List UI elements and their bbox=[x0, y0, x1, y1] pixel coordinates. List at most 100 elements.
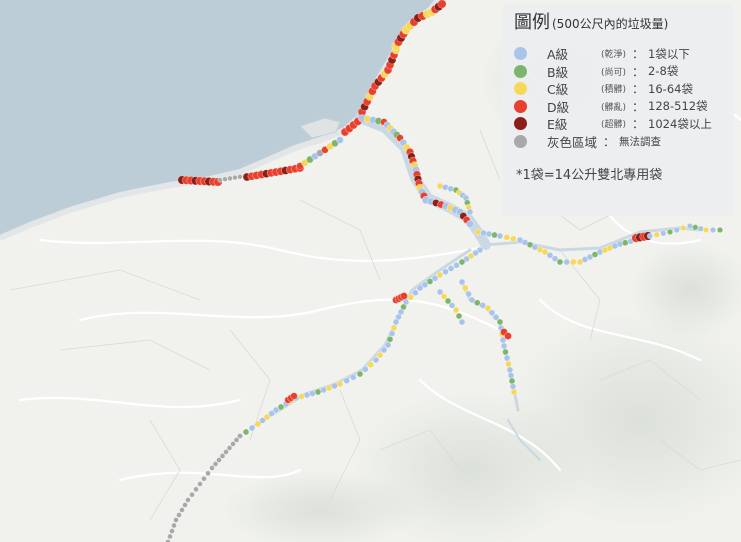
survey-points bbox=[165, 0, 724, 542]
legend-footnote: *1袋=14公升雙北專用袋 bbox=[516, 168, 663, 183]
river-point bbox=[491, 231, 498, 239]
legend-note: (乾淨) bbox=[601, 50, 627, 61]
harbor bbox=[299, 117, 341, 139]
gray-point bbox=[165, 539, 171, 542]
coast-point bbox=[217, 177, 223, 183]
gray-point bbox=[182, 502, 188, 508]
gray-point bbox=[201, 475, 207, 482]
river-point bbox=[431, 274, 439, 282]
river-point bbox=[474, 228, 482, 236]
river-point bbox=[407, 293, 415, 301]
river-point bbox=[479, 301, 487, 309]
river-point bbox=[416, 284, 424, 292]
river-point bbox=[680, 224, 687, 232]
river-point bbox=[484, 304, 492, 312]
river-point bbox=[546, 252, 554, 259]
legend-heading: 圖例 (500公尺內的垃圾量) bbox=[514, 12, 724, 35]
river-point bbox=[367, 361, 375, 369]
river-point bbox=[314, 388, 322, 396]
coast-point bbox=[232, 174, 238, 181]
gray-point bbox=[173, 517, 179, 523]
river-point bbox=[384, 341, 392, 349]
river-point bbox=[666, 228, 674, 236]
map-legend: 圖例 (500公尺內的垃圾量) A級 (乾淨) ： 1袋以下 B級 (尚可) ： … bbox=[502, 4, 734, 216]
coast-point bbox=[336, 136, 344, 144]
river-point bbox=[653, 231, 660, 238]
legend-note: (超髒) bbox=[601, 120, 627, 131]
gray-point bbox=[212, 461, 219, 467]
legend-colon: ： bbox=[632, 64, 645, 79]
legend-level: C級 bbox=[547, 82, 569, 98]
gray-point bbox=[189, 491, 195, 498]
river-point bbox=[458, 258, 466, 266]
legend-item-c: C級 (積髒) ： 16-64袋 bbox=[514, 80, 724, 98]
legend-level: E級 bbox=[547, 117, 568, 133]
river-point bbox=[421, 281, 429, 289]
river-point bbox=[502, 348, 509, 356]
gray-point bbox=[193, 486, 199, 493]
terrain-shading bbox=[220, 10, 741, 542]
gray-point bbox=[185, 497, 191, 503]
legend-value: 1024袋以上 bbox=[648, 116, 712, 131]
river-point bbox=[386, 335, 394, 343]
gray-point bbox=[233, 437, 240, 443]
gray-point bbox=[223, 449, 229, 455]
river-point bbox=[349, 373, 357, 381]
river-point bbox=[356, 370, 364, 378]
river-point bbox=[268, 410, 275, 417]
gray-point bbox=[226, 445, 233, 451]
river-point bbox=[372, 356, 380, 364]
legend-item-a: A級 (乾淨) ： 1袋以下 bbox=[514, 45, 724, 63]
legend-note: (髒亂) bbox=[601, 102, 627, 113]
legend-subtitle: (500公尺內的垃圾量) bbox=[552, 17, 669, 31]
river-point bbox=[426, 278, 434, 285]
coast-point bbox=[437, 0, 447, 9]
river-point bbox=[508, 377, 516, 385]
legend-level: A級 bbox=[547, 47, 569, 63]
river-point bbox=[336, 380, 344, 388]
river-point bbox=[411, 289, 419, 297]
river-point bbox=[436, 271, 444, 279]
river-point bbox=[476, 246, 484, 254]
gray-point bbox=[197, 481, 203, 487]
river-point bbox=[400, 292, 408, 300]
river-point bbox=[709, 226, 717, 234]
legend-value: 16-64袋 bbox=[648, 81, 693, 96]
river-point bbox=[467, 252, 475, 260]
river-point bbox=[496, 232, 504, 240]
river-point bbox=[500, 342, 508, 350]
river-point bbox=[692, 224, 699, 231]
river-point bbox=[331, 382, 338, 390]
gray-point bbox=[176, 512, 182, 518]
river-point bbox=[380, 346, 388, 354]
river-point bbox=[458, 318, 466, 326]
river-point bbox=[697, 225, 704, 232]
river-point bbox=[447, 265, 455, 272]
river-point bbox=[472, 249, 479, 257]
gray-point bbox=[230, 441, 236, 447]
river-point bbox=[468, 296, 476, 304]
river-point bbox=[441, 184, 449, 191]
river-point bbox=[463, 255, 470, 263]
river-point bbox=[376, 351, 384, 359]
legend-note: (尚可) bbox=[601, 67, 627, 78]
legend-swatch-e bbox=[514, 117, 527, 131]
river-point bbox=[298, 393, 305, 400]
river-point bbox=[303, 391, 311, 399]
legend-swatch-b bbox=[514, 64, 527, 78]
river-point bbox=[461, 284, 469, 292]
river-point bbox=[320, 386, 327, 394]
legend-colon: ： bbox=[632, 82, 645, 97]
legend-value: 無法調查 bbox=[619, 135, 662, 148]
river-point bbox=[716, 226, 724, 234]
gray-point bbox=[237, 433, 243, 439]
river-point bbox=[272, 406, 280, 414]
coast-point bbox=[237, 174, 243, 180]
river-point bbox=[496, 318, 504, 326]
river-point bbox=[361, 365, 369, 373]
legend-item-e: E級 (超髒) ： 1024袋以上 bbox=[514, 115, 724, 133]
river-point bbox=[509, 383, 517, 390]
coast-point bbox=[227, 175, 233, 182]
river-point bbox=[673, 226, 680, 234]
